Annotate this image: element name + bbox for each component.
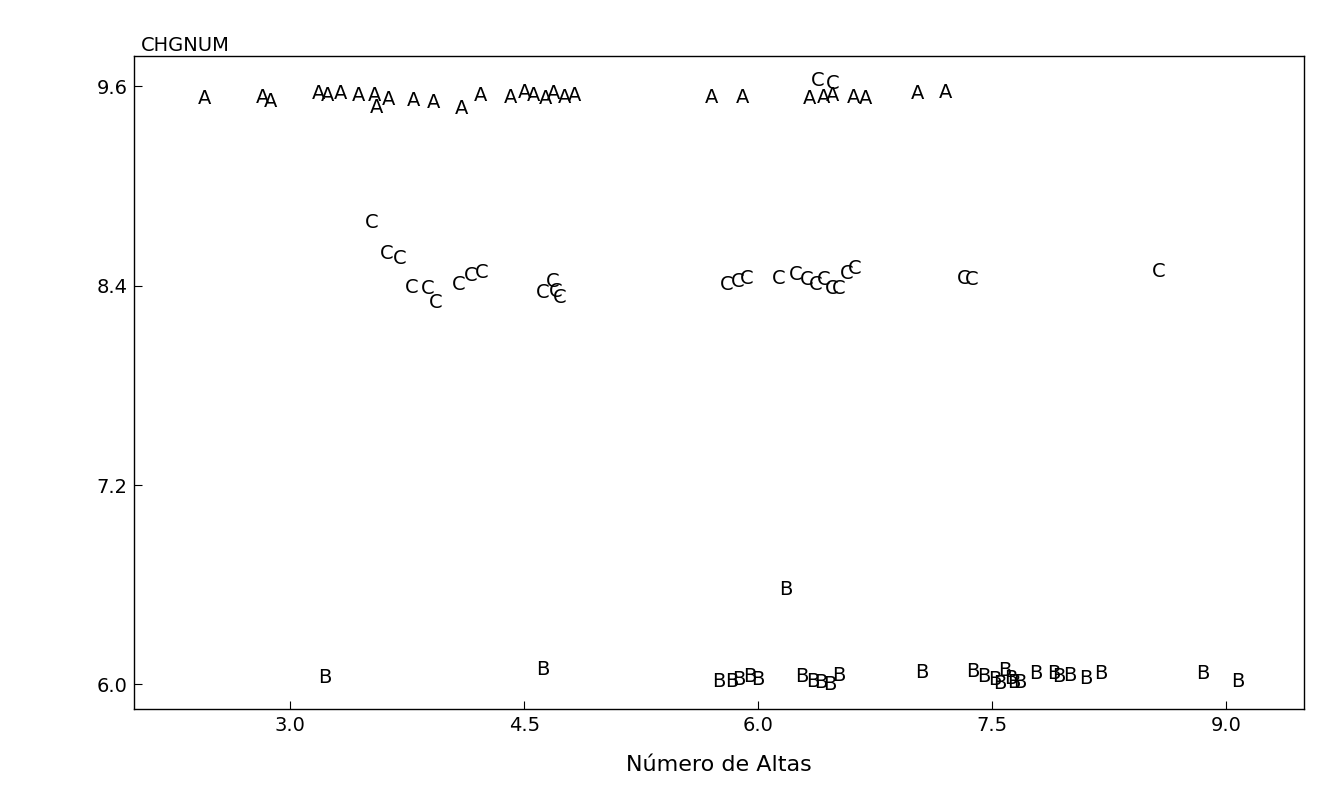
Text: C: C	[848, 259, 862, 278]
Text: C: C	[405, 278, 419, 297]
Text: B: B	[743, 667, 757, 687]
Text: C: C	[364, 213, 378, 232]
Text: B: B	[780, 580, 793, 599]
Text: B: B	[712, 671, 726, 691]
Text: B: B	[1196, 664, 1210, 683]
Text: A: A	[255, 88, 269, 106]
Text: B: B	[823, 675, 836, 694]
Text: B: B	[1231, 671, 1245, 691]
Text: A: A	[910, 85, 923, 103]
Text: C: C	[840, 264, 853, 283]
Text: A: A	[333, 85, 347, 103]
Text: C: C	[817, 270, 831, 289]
Text: A: A	[321, 86, 335, 105]
Text: C: C	[827, 74, 840, 93]
Text: B: B	[1013, 673, 1027, 692]
Text: A: A	[859, 89, 872, 108]
Text: C: C	[810, 71, 824, 90]
Text: C: C	[741, 268, 754, 288]
Text: A: A	[527, 86, 540, 105]
Text: B: B	[1063, 666, 1077, 685]
Text: B: B	[988, 670, 1001, 689]
Text: B: B	[997, 661, 1011, 679]
Text: A: A	[704, 88, 718, 106]
Text: B: B	[732, 670, 746, 689]
Text: A: A	[802, 89, 816, 108]
Text: A: A	[474, 86, 487, 105]
Text: A: A	[352, 86, 366, 105]
Text: B: B	[1047, 664, 1060, 683]
Text: C: C	[800, 269, 813, 289]
Text: A: A	[370, 98, 383, 117]
Text: A: A	[735, 88, 749, 106]
Text: A: A	[817, 88, 831, 106]
Text: C: C	[824, 279, 839, 297]
Text: B: B	[1052, 667, 1066, 687]
Text: C: C	[536, 283, 550, 301]
Text: C: C	[789, 265, 802, 285]
Text: C: C	[421, 280, 434, 298]
X-axis label: Número de Altas: Número de Altas	[626, 754, 812, 775]
Text: A: A	[312, 85, 325, 103]
Text: C: C	[452, 276, 465, 294]
Text: B: B	[1094, 664, 1107, 683]
Text: C: C	[771, 268, 785, 288]
Text: B: B	[1004, 669, 1017, 688]
Text: B: B	[806, 671, 820, 691]
Text: B: B	[536, 660, 550, 679]
Text: A: A	[198, 89, 211, 108]
Text: B: B	[993, 674, 1007, 693]
Text: C: C	[731, 272, 745, 291]
Text: C: C	[965, 269, 978, 289]
Text: C: C	[546, 272, 559, 291]
Text: A: A	[827, 86, 840, 105]
Text: A: A	[517, 83, 531, 102]
Text: B: B	[915, 663, 929, 682]
Text: C: C	[809, 275, 823, 293]
Text: A: A	[547, 85, 560, 103]
Text: B: B	[966, 663, 980, 681]
Text: C: C	[720, 276, 734, 294]
Text: A: A	[558, 88, 571, 106]
Text: C: C	[476, 263, 489, 282]
Text: CHGNUM: CHGNUM	[141, 36, 230, 56]
Text: C: C	[429, 293, 442, 312]
Text: A: A	[456, 99, 469, 118]
Text: B: B	[724, 671, 738, 691]
Text: A: A	[504, 88, 517, 106]
Text: A: A	[847, 88, 860, 106]
Text: C: C	[1152, 262, 1165, 281]
Text: A: A	[263, 92, 277, 110]
Text: C: C	[957, 268, 970, 288]
Text: C: C	[392, 249, 406, 268]
Text: A: A	[368, 86, 382, 105]
Text: C: C	[554, 288, 567, 307]
Text: A: A	[427, 93, 441, 112]
Text: C: C	[464, 266, 478, 285]
Text: B: B	[1079, 669, 1093, 688]
Text: A: A	[567, 86, 581, 105]
Text: C: C	[832, 279, 845, 297]
Text: B: B	[319, 668, 331, 688]
Text: B: B	[832, 666, 845, 685]
Text: B: B	[813, 673, 827, 692]
Text: A: A	[407, 91, 421, 110]
Text: B: B	[1030, 664, 1042, 683]
Text: C: C	[380, 243, 394, 263]
Text: A: A	[382, 90, 395, 109]
Text: B: B	[751, 670, 765, 689]
Text: B: B	[977, 667, 991, 687]
Text: C: C	[548, 282, 562, 301]
Text: B: B	[1007, 673, 1020, 692]
Text: A: A	[938, 83, 952, 102]
Text: B: B	[796, 667, 808, 686]
Text: A: A	[539, 89, 552, 108]
